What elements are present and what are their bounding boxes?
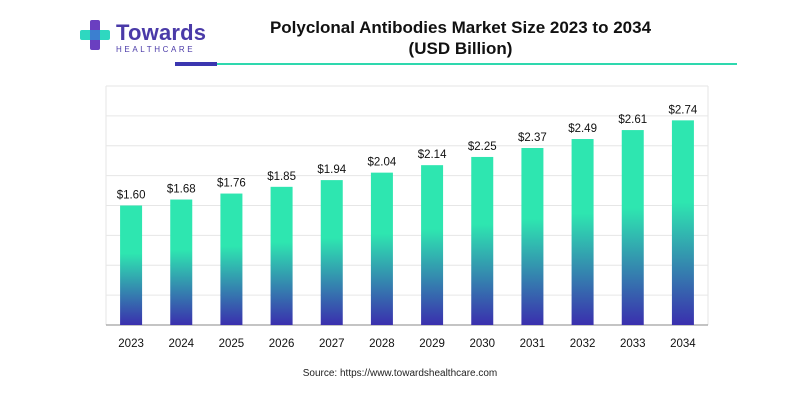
value-label-2033: $2.61 [618, 114, 647, 126]
bar-2028 [370, 172, 393, 325]
value-label-2032: $2.49 [568, 123, 597, 135]
x-tick-2031: 2031 [520, 338, 546, 350]
x-tick-2029: 2029 [419, 338, 445, 350]
brand-logo: Towards HEALTHCARE [78, 18, 206, 60]
x-tick-2025: 2025 [219, 338, 245, 350]
bar-2027 [320, 180, 343, 325]
value-label-2031: $2.37 [518, 132, 547, 144]
x-tick-2023: 2023 [118, 338, 144, 350]
header-divider-accent [175, 62, 217, 66]
x-tick-2033: 2033 [620, 338, 646, 350]
value-label-2023: $1.60 [117, 190, 146, 202]
value-label-2030: $2.25 [468, 141, 497, 153]
x-tick-2032: 2032 [570, 338, 596, 350]
chart-title-block: Polyclonal Antibodies Market Size 2023 t… [238, 17, 683, 59]
value-label-2024: $1.68 [167, 184, 196, 196]
x-tick-2028: 2028 [369, 338, 395, 350]
value-label-2025: $1.76 [217, 178, 246, 190]
bar-2026 [270, 186, 293, 325]
value-label-2028: $2.04 [368, 157, 397, 169]
bar-2025 [220, 193, 243, 325]
medical-cross-icon [80, 20, 110, 50]
value-label-2034: $2.74 [669, 104, 698, 116]
bar-2030 [471, 156, 494, 325]
grid-lines [105, 85, 709, 326]
source-note: Source: https://www.towardshealthcare.co… [302, 368, 498, 379]
x-tick-2034: 2034 [670, 338, 696, 350]
x-tick-2030: 2030 [469, 338, 495, 350]
chart-subtitle: (USD Billion) [408, 39, 513, 58]
bars [120, 120, 694, 325]
logo-subtitle: HEALTHCARE [116, 45, 196, 54]
x-tick-2024: 2024 [168, 338, 194, 350]
header-divider-line [217, 63, 737, 65]
logo-name: Towards [116, 20, 207, 45]
value-labels: $1.60 $1.68 $1.76 $1.85 $1.94 $2.04 $2.14 $2.25… [117, 104, 698, 201]
bar-2023 [120, 205, 143, 325]
bar-2034 [671, 120, 694, 325]
x-tick-2027: 2027 [319, 338, 345, 350]
value-label-2029: $2.14 [418, 149, 447, 161]
bar-2031 [521, 147, 544, 325]
x-tick-labels: 2023 2024 2025 2026 2027 2028 2029 2030 2031 2032… [118, 338, 696, 350]
bar-2024 [170, 199, 193, 325]
chart-title: Polyclonal Antibodies Market Size 2023 t… [269, 18, 652, 37]
bar-2033 [621, 130, 644, 325]
x-tick-2026: 2026 [269, 338, 295, 350]
bar-2029 [421, 165, 444, 325]
bar-2032 [571, 139, 594, 325]
value-label-2027: $1.94 [317, 164, 346, 176]
value-label-2026: $1.85 [267, 171, 296, 183]
